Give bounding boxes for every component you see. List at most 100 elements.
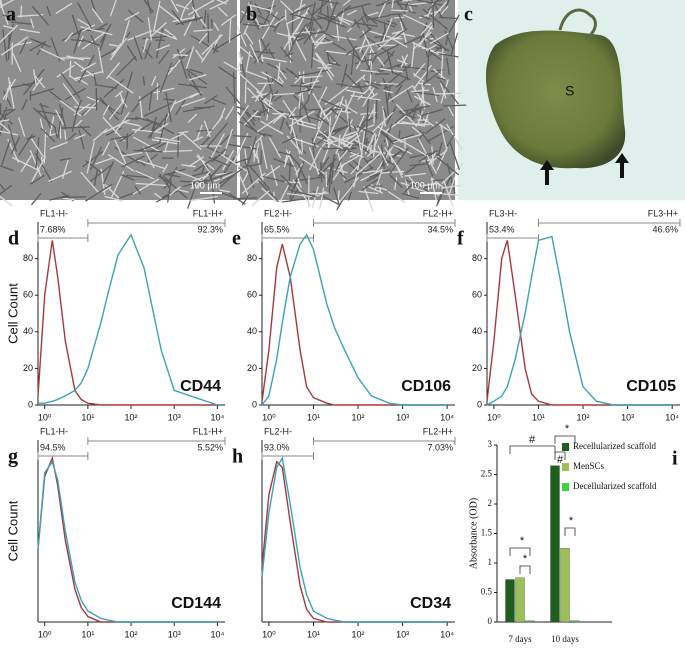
cell xyxy=(288,106,297,118)
cell xyxy=(2,28,8,62)
cell xyxy=(315,113,332,128)
cell xyxy=(2,14,12,19)
cell xyxy=(175,188,189,193)
cell xyxy=(288,152,299,165)
cell xyxy=(413,63,426,77)
cell xyxy=(388,13,403,16)
cell xyxy=(425,49,431,82)
gate-percent: 5.52% xyxy=(197,442,223,452)
cell xyxy=(431,146,434,165)
scale-bar-label: 100 µm xyxy=(410,180,440,190)
cell xyxy=(111,43,122,56)
cell xyxy=(372,134,377,158)
cell xyxy=(131,102,140,113)
cell xyxy=(343,166,374,184)
cell xyxy=(269,92,295,96)
y-axis-label: Cell Count xyxy=(5,500,20,561)
cell xyxy=(232,135,252,138)
cell xyxy=(246,111,256,122)
cell xyxy=(309,147,322,171)
cell xyxy=(70,39,84,42)
histogram-curve xyxy=(38,233,218,406)
y-tick-label: 60 xyxy=(247,290,257,300)
cell xyxy=(445,36,449,46)
y-tick-label: 0 xyxy=(252,399,257,409)
cell xyxy=(401,55,407,66)
cell xyxy=(31,156,46,182)
cell xyxy=(441,184,462,189)
cell xyxy=(238,162,262,169)
cell xyxy=(111,170,125,198)
cell xyxy=(287,33,292,64)
marker-label: CD106 xyxy=(401,378,451,395)
cell xyxy=(339,144,353,160)
cell xyxy=(208,157,229,166)
cell xyxy=(260,56,287,63)
cell xyxy=(126,174,154,179)
cell xyxy=(391,0,394,9)
cell xyxy=(158,50,170,64)
cell xyxy=(341,103,358,114)
cell xyxy=(213,33,242,51)
cell xyxy=(446,57,451,76)
cell xyxy=(386,106,397,124)
cell xyxy=(384,147,404,175)
cell xyxy=(297,69,328,77)
cell xyxy=(274,17,285,26)
cell xyxy=(366,37,394,57)
cell xyxy=(39,103,49,108)
cell xyxy=(403,35,422,45)
micrographs: a b c 100 µm 100 µm S xyxy=(0,0,685,212)
cell xyxy=(285,121,294,136)
x-tick-label: 10⁰ xyxy=(38,412,52,422)
cell xyxy=(120,91,129,115)
y-axis-label: Absorbance (OD) xyxy=(468,498,479,569)
x-tick-label: 10⁴ xyxy=(665,412,679,422)
cell xyxy=(107,154,135,172)
cell xyxy=(55,2,73,14)
cell xyxy=(292,30,313,35)
cell xyxy=(377,145,389,166)
cell xyxy=(245,32,254,45)
x-tick-label: 10³ xyxy=(168,629,181,639)
cell xyxy=(329,62,341,67)
cell xyxy=(54,126,58,138)
y-axis-label: Cell Count xyxy=(5,283,20,344)
cell xyxy=(30,174,45,185)
cell xyxy=(219,189,231,193)
cell xyxy=(389,147,409,174)
cell xyxy=(361,178,379,191)
cell xyxy=(291,136,307,155)
cell xyxy=(147,17,153,41)
cell xyxy=(204,95,218,105)
cell xyxy=(78,55,95,83)
cell xyxy=(181,164,196,168)
cell xyxy=(398,105,431,113)
cell xyxy=(366,114,378,123)
cell xyxy=(328,108,343,138)
cell xyxy=(380,161,390,167)
cell xyxy=(49,116,55,136)
cell xyxy=(405,179,429,193)
cell xyxy=(71,14,80,36)
cell xyxy=(373,122,384,149)
cell xyxy=(394,176,398,191)
cell xyxy=(225,86,241,104)
cell xyxy=(363,186,374,212)
cell xyxy=(295,163,303,175)
cell xyxy=(196,129,213,132)
cell xyxy=(217,7,228,17)
cell xyxy=(119,91,125,105)
cell xyxy=(261,98,266,116)
cell xyxy=(385,136,394,164)
cell xyxy=(436,156,459,176)
cell xyxy=(242,172,249,183)
cell xyxy=(382,106,386,127)
cell xyxy=(277,75,285,84)
cell xyxy=(418,129,431,144)
cell xyxy=(311,0,331,17)
cell xyxy=(379,68,404,73)
cell xyxy=(147,114,168,139)
cell xyxy=(213,130,234,153)
cell xyxy=(40,127,56,143)
